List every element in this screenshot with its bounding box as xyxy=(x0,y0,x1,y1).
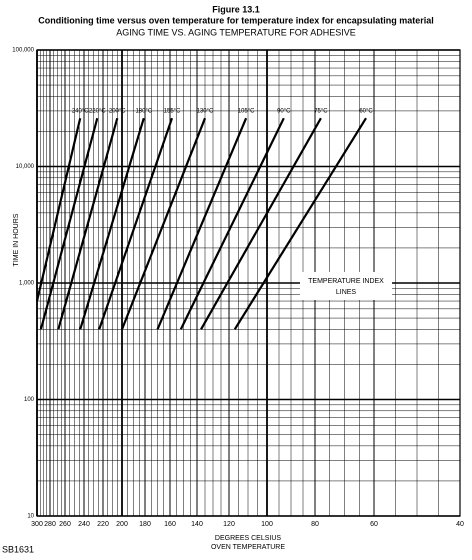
x-tick-label: 160 xyxy=(164,521,176,528)
y-tick-label: 100,000 xyxy=(12,48,34,54)
x-tick-label: 220 xyxy=(97,521,109,528)
series-label: 180°C xyxy=(135,109,152,115)
x-axis-label: OVEN TEMPERATURE xyxy=(211,544,285,551)
series-label: 240°C xyxy=(72,109,89,115)
series-label: 200°C xyxy=(109,109,126,115)
x-tick-label: 80 xyxy=(311,521,319,528)
temperature-index-line xyxy=(79,117,145,330)
x-tick-label: 200 xyxy=(116,521,128,528)
y-tick-label: 10,000 xyxy=(16,164,35,170)
x-tick-label: 60 xyxy=(370,521,378,528)
annotation: TEMPERATURE INDEX xyxy=(308,278,384,285)
x-tick-label: 120 xyxy=(223,521,235,528)
chart-title: Figure 13.1 xyxy=(212,4,260,14)
temperature-index-line xyxy=(98,117,174,330)
chart-subtitle: Conditioning time versus oven temperatur… xyxy=(38,15,434,25)
x-tick-label: 140 xyxy=(191,521,203,528)
annotation: LINES xyxy=(336,289,357,296)
temperature-index-line xyxy=(57,117,119,330)
y-tick-label: 100 xyxy=(24,397,35,403)
chart-subtitle: AGING TIME VS. AGING TEMPERATURE FOR ADH… xyxy=(116,27,356,37)
y-tick-label: 10 xyxy=(27,514,34,520)
series-label: 105°C xyxy=(238,109,255,115)
x-tick-label: 300 xyxy=(31,521,43,528)
footnote: SB1631 xyxy=(2,544,34,554)
plot-frame xyxy=(36,49,461,517)
temperature-index-line xyxy=(156,117,248,330)
x-tick-label: 180 xyxy=(139,521,151,528)
temperature-index-line xyxy=(35,117,82,302)
temperature-index-line xyxy=(233,117,367,330)
series-label: 130°C xyxy=(197,109,214,115)
x-tick-label: 260 xyxy=(59,521,71,528)
x-tick-label: 100 xyxy=(261,521,273,528)
x-tick-label: 40 xyxy=(456,521,464,528)
series-label: 75°C xyxy=(314,109,328,115)
annotation-box xyxy=(300,272,392,300)
x-tick-label: 240 xyxy=(78,521,90,528)
series-label: 220°C xyxy=(89,109,106,115)
x-axis-label: DEGREES CELSIUS xyxy=(215,535,281,542)
series-label: 155°C xyxy=(164,109,181,115)
temperature-index-line xyxy=(200,117,322,330)
series-label: 90°C xyxy=(277,109,291,115)
x-tick-label: 280 xyxy=(44,521,56,528)
series-label: 60°C xyxy=(359,109,373,115)
y-axis-label: TIME IN HOURS xyxy=(13,213,20,266)
temperature-index-line xyxy=(120,117,207,330)
temperature-index-line xyxy=(39,117,99,330)
temperature-index-line xyxy=(179,117,285,330)
y-tick-label: 1,000 xyxy=(19,281,35,287)
